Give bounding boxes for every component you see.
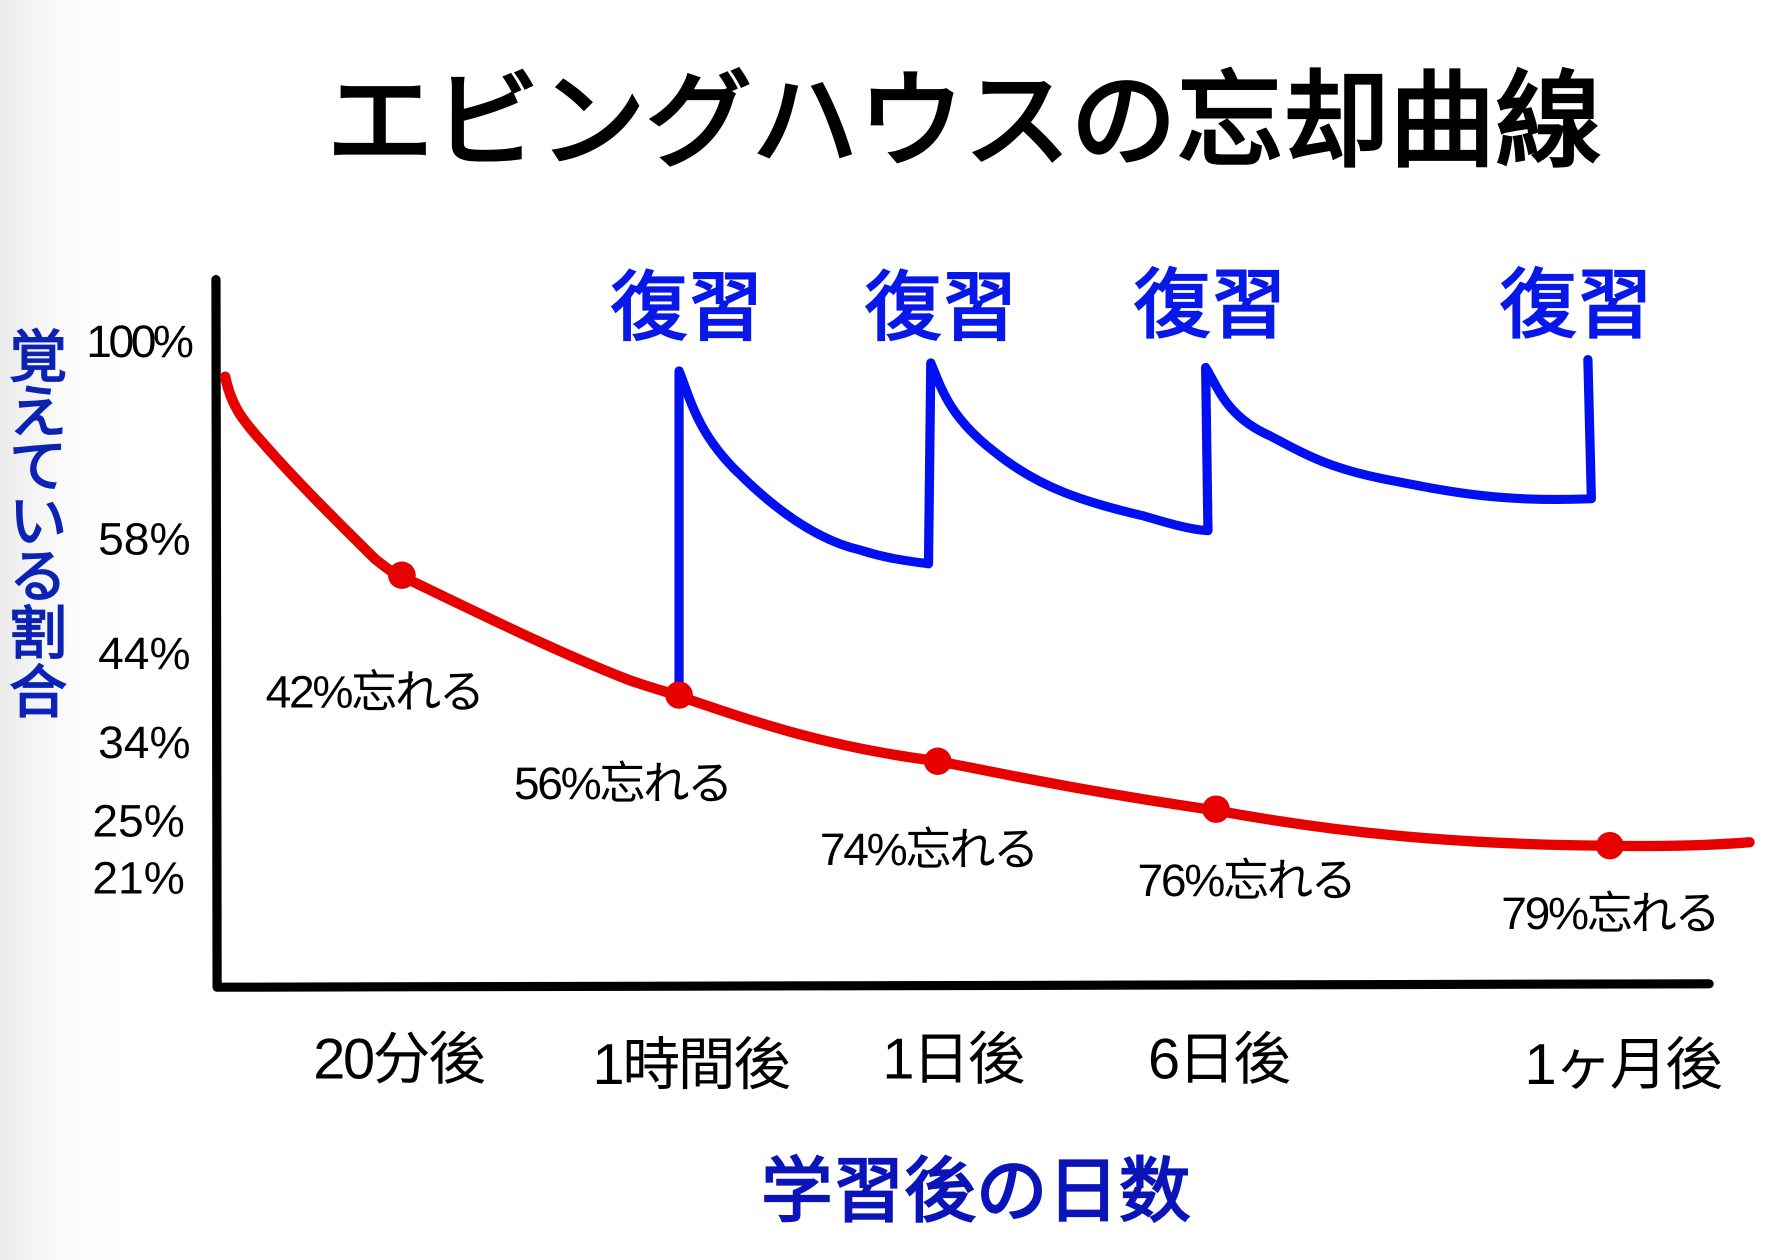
y-tick-44: 44%	[98, 627, 190, 679]
point-1hour	[665, 681, 693, 709]
forget-label-1hour: 56%忘れる	[514, 757, 731, 809]
y-axis-title-char: い	[9, 488, 67, 555]
review-label-4: 復習	[1499, 261, 1652, 348]
data-points	[388, 561, 1624, 860]
y-tick-34: 34%	[98, 716, 190, 768]
chart-title: エビングハウスの忘却曲線	[327, 60, 1602, 182]
point-6days	[1202, 795, 1230, 823]
x-tick-6days: 6日後	[1148, 1028, 1290, 1092]
forget-label-1day: 74%忘れる	[820, 823, 1037, 875]
review-label-3: 復習	[1133, 261, 1286, 348]
axis-lines	[211, 275, 1714, 992]
x-tick-1month: 1ヶ月後	[1525, 1034, 1722, 1098]
x-tick-1day: 1日後	[882, 1028, 1024, 1092]
y-tick-58: 58%	[98, 513, 190, 565]
x-tick-20min: 20分後	[313, 1028, 484, 1092]
y-tick-21: 21%	[92, 852, 184, 904]
y-axis-title-char: 合	[9, 659, 67, 726]
y-axis-title-char: て	[9, 434, 67, 501]
x-axis-title: 学習後の日数	[761, 1150, 1191, 1233]
review-curve	[674, 354, 1596, 688]
point-1month	[1595, 832, 1624, 860]
review-label-1: 復習	[610, 264, 763, 351]
y-axis-title-char: え	[9, 379, 67, 446]
point-1day	[923, 747, 952, 775]
y-axis-title: 覚 え て い る 割 合	[9, 324, 67, 726]
forget-label-20min: 42%忘れる	[266, 666, 483, 718]
y-axis-title-char: 割	[9, 600, 67, 667]
y-axis-title-char: 覚	[9, 324, 67, 391]
y-tick-100: 100%	[86, 315, 193, 367]
forgetting-curve	[219, 371, 1755, 852]
point-20min	[388, 561, 416, 589]
axes	[211, 275, 1714, 992]
forget-label-1month: 79%忘れる	[1501, 887, 1718, 939]
forget-annotations: 42%忘れる 56%忘れる 74%忘れる 76%忘れる 79%忘れる	[266, 666, 1721, 939]
y-tick-25: 25%	[92, 795, 184, 847]
y-tick-labels: 100% 58% 44% 34% 25% 21%	[86, 315, 196, 904]
x-tick-1hour: 1時間後	[593, 1034, 790, 1098]
review-labels: 復習 復習 復習 復習	[610, 261, 1653, 351]
forget-label-6days: 76%忘れる	[1138, 854, 1355, 906]
x-tick-labels: 20分後 1時間後 1日後 6日後 1ヶ月後	[313, 1028, 1724, 1098]
review-label-2: 復習	[864, 264, 1017, 351]
y-axis-title-char: る	[9, 543, 67, 610]
